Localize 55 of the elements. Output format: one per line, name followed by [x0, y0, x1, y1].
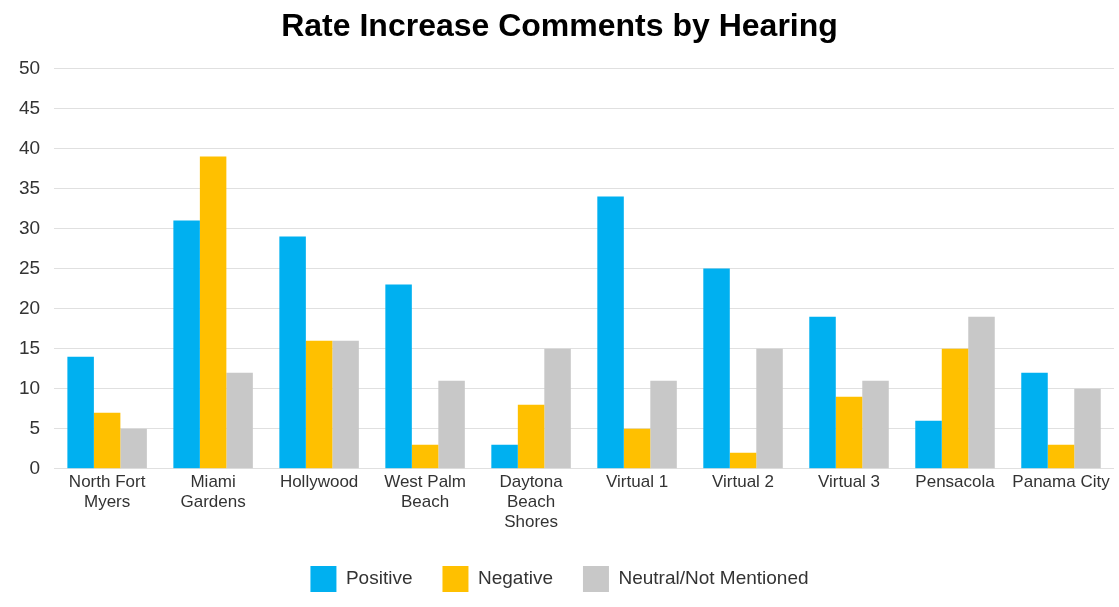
x-tick-label: Hollywood: [279, 471, 359, 491]
bar: [411, 444, 439, 469]
bar: [226, 372, 253, 469]
bar: [173, 220, 200, 469]
bar: [703, 268, 730, 469]
bar: [438, 380, 465, 469]
y-tick-label: 10: [18, 376, 41, 398]
y-tick-label: 35: [18, 176, 41, 198]
bar: [1021, 372, 1048, 469]
bar: [968, 316, 995, 469]
chart-title: Rate Increase Comments by Hearing: [281, 7, 838, 44]
bar: [835, 396, 863, 469]
x-tick-label: Virtual 3: [818, 471, 881, 491]
bar: [385, 284, 412, 469]
legend-label: Positive: [345, 567, 413, 589]
bar: [809, 316, 836, 469]
bar: [756, 348, 783, 469]
legend-label: Negative: [477, 567, 553, 589]
bar: [120, 428, 147, 469]
x-tick-label: Panama City: [1012, 471, 1111, 491]
x-tick-label: Miami Gardens: [180, 471, 246, 512]
y-tick-label: 45: [18, 96, 41, 118]
x-tick-label: West Palm Beach: [384, 471, 467, 512]
bar: [305, 340, 333, 469]
legend-label: Neutral/Not Mentioned: [618, 567, 809, 589]
x-tick-label: Daytona Beach Shores: [499, 471, 564, 532]
bar: [729, 452, 757, 469]
bar: [1074, 388, 1101, 469]
y-tick-label: 5: [29, 416, 41, 438]
y-tick-label: 15: [18, 336, 41, 358]
bar: [491, 444, 518, 469]
x-tick-label: Pensacola: [915, 471, 996, 491]
bar: [332, 340, 359, 469]
x-tick-label: Virtual 1: [606, 471, 669, 491]
y-tick-label: 25: [18, 256, 41, 278]
y-tick-label: 20: [18, 296, 41, 318]
bar: [597, 196, 624, 469]
bar: [199, 156, 227, 469]
bar: [650, 380, 677, 469]
bar: [941, 348, 969, 469]
bar: [915, 420, 942, 469]
bar: [544, 348, 571, 469]
bar: [67, 356, 94, 469]
y-tick-label: 50: [18, 56, 41, 78]
bar: [517, 404, 545, 469]
y-tick-label: 0: [29, 457, 41, 479]
y-tick-label: 40: [18, 136, 41, 158]
bar: [1047, 444, 1075, 469]
y-tick-label: 30: [18, 216, 41, 238]
x-tick-label: North Fort Myers: [68, 471, 146, 512]
bar: [93, 412, 121, 469]
x-tick-label: Virtual 2: [712, 471, 775, 491]
bar: [279, 236, 306, 469]
bar: [862, 380, 889, 469]
bar: [623, 428, 651, 469]
